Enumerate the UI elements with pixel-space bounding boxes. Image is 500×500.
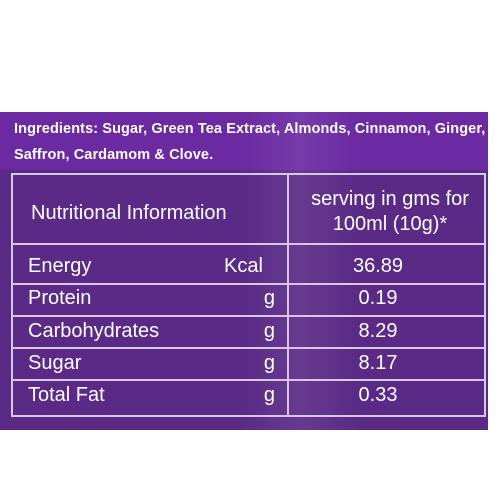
table-row-divider — [11, 347, 486, 349]
nutrient-total-fat-unit: g — [263, 384, 275, 406]
nutrient-energy-label: Energy — [28, 255, 92, 277]
package-shine — [240, 112, 360, 430]
nutrition-table — [11, 173, 486, 417]
nutrient-carbohydrates-value: 8.29 — [358, 320, 398, 342]
nutrient-sugar-unit: g — [263, 352, 275, 374]
nutrient-sugar-label: Sugar — [28, 352, 82, 374]
nutrient-energy-value: 36.89 — [352, 255, 404, 277]
ingredients-band — [0, 112, 488, 170]
nutrient-total-fat-value: 0.33 — [358, 384, 398, 406]
nutrient-total-fat-label: Total Fat — [28, 384, 105, 406]
nutrient-carbohydrates-label: Carbohydrates — [28, 320, 160, 342]
table-row-divider — [11, 315, 486, 317]
table-header-divider — [11, 243, 486, 245]
nutrient-protein-value: 0.19 — [358, 287, 398, 309]
table-column-divider — [287, 173, 289, 417]
nutrient-carbohydrates-unit: g — [263, 320, 275, 342]
serving-header: serving in gms for 100ml (10g)* — [311, 188, 469, 235]
table-row-divider — [11, 283, 486, 285]
nutrient-energy-unit: Kcal — [224, 255, 263, 277]
nutrition-information-header: Nutritional Information — [31, 202, 227, 224]
table-row-divider — [11, 379, 486, 381]
ingredients-text: Ingredients: Sugar, Green Tea Extract, A… — [14, 121, 486, 163]
nutrient-protein-unit: g — [263, 287, 275, 309]
nutrient-protein-label: Protein — [28, 287, 92, 309]
nutrient-sugar-value: 8.17 — [358, 352, 398, 374]
